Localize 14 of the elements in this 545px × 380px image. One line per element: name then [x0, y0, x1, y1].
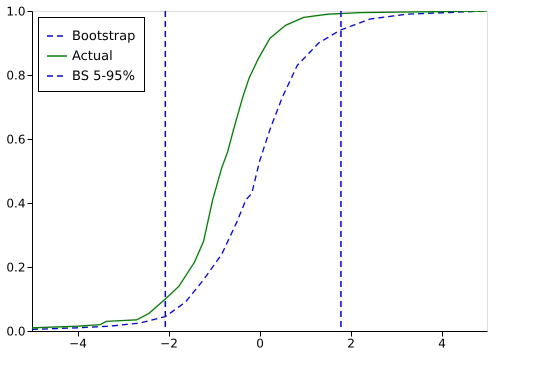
x-tick-label: −2: [160, 336, 178, 350]
y-tick-label: 1.0: [6, 4, 26, 18]
x-tick-label: 4: [438, 336, 446, 350]
x-tick-label: −4: [69, 336, 87, 350]
y-tick-label: 0.2: [6, 260, 26, 274]
y-tick-label: 0.6: [6, 132, 26, 146]
x-tick-label: 0: [256, 336, 264, 350]
legend-label: Actual: [72, 49, 113, 64]
x-tick-label: 2: [347, 336, 355, 350]
legend-label: Bootstrap: [72, 29, 136, 44]
y-tick-label: 0.0: [6, 324, 26, 338]
ref-line-label: BS 5-95%: [72, 69, 135, 84]
y-tick-label: 0.4: [6, 196, 26, 210]
y-tick-label: 0.8: [6, 68, 26, 82]
